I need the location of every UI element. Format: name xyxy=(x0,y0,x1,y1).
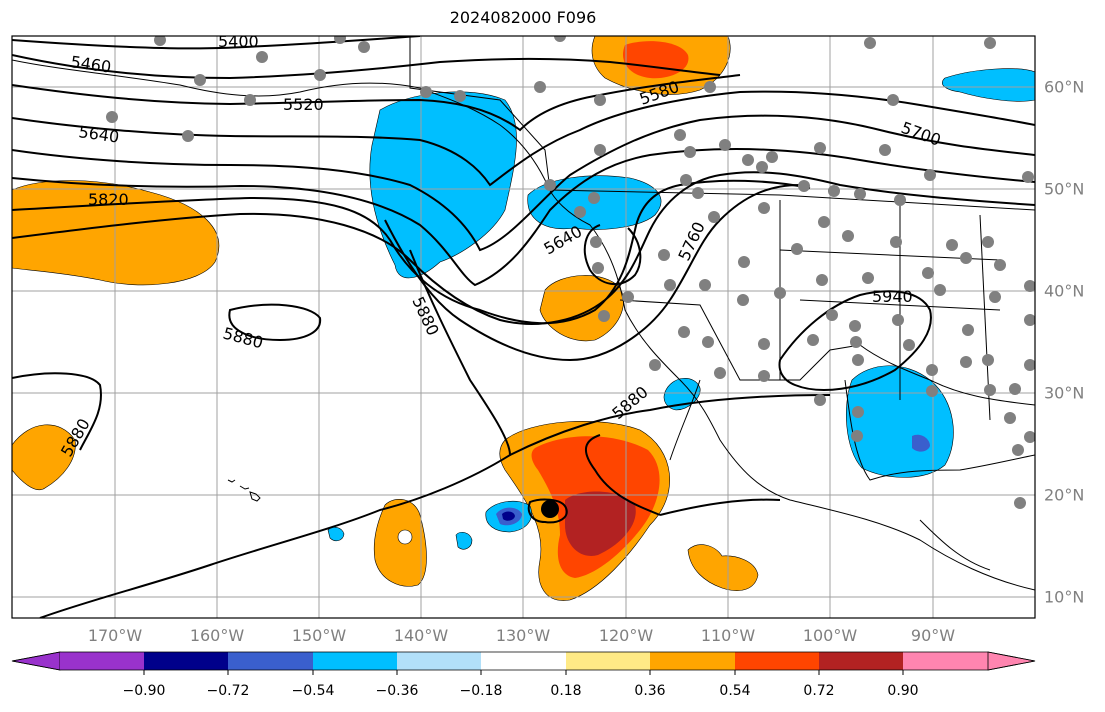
contour-label: 5700 xyxy=(899,118,944,150)
lon-label: 120°W xyxy=(598,626,654,645)
colorbar-tick-label: −0.36 xyxy=(375,683,419,699)
positive-anomaly-region-california xyxy=(539,275,624,342)
lat-label: 20°N xyxy=(1044,485,1085,505)
positive-anomaly-blob-1 xyxy=(373,498,427,587)
lon-label: 170°W xyxy=(87,626,143,645)
station-markers xyxy=(106,36,1035,509)
colorbar-tick-label: 0.72 xyxy=(803,683,835,699)
gridlines xyxy=(12,36,1035,618)
lat-label: 60°N xyxy=(1044,77,1085,97)
contour-label: 5820 xyxy=(88,190,129,209)
contour-label: 5400 xyxy=(970,32,1011,51)
lon-label: 140°W xyxy=(393,626,449,645)
contour-label: 5640 xyxy=(77,122,120,146)
negative-anomaly-region-northeast xyxy=(941,68,1035,102)
colorbar-bin xyxy=(819,652,903,670)
lat-label: 10°N xyxy=(1044,587,1085,607)
anomaly-hole xyxy=(397,529,413,545)
contour-label: 5940 xyxy=(872,287,913,306)
lon-label: 110°W xyxy=(700,626,756,645)
strong-anomaly-core-tropical xyxy=(565,491,636,556)
height-contours xyxy=(12,36,1035,618)
contour-label: 5880 xyxy=(221,324,265,353)
colorbar-bin xyxy=(903,652,988,670)
contour-label: 5520 xyxy=(283,95,324,114)
colorbar-bin xyxy=(566,652,650,670)
lat-label: 30°N xyxy=(1044,383,1085,403)
colorbar-tick-label: 0.36 xyxy=(634,683,666,699)
colorbar-bin xyxy=(60,652,144,670)
colorbar xyxy=(11,651,1036,675)
colorbar-bin xyxy=(228,652,313,670)
negative-anomaly-extreme-tropical xyxy=(502,511,515,521)
colorbar-tick-label: 0.54 xyxy=(719,683,751,699)
negative-anomaly-blob-2 xyxy=(327,526,345,542)
colorbar-bin xyxy=(735,652,819,670)
lat-label: 50°N xyxy=(1044,179,1085,199)
lon-label: 130°W xyxy=(495,626,551,645)
contour-label: 5880 xyxy=(608,382,651,423)
colorbar-tick-label: −0.18 xyxy=(459,683,503,699)
lon-label: 160°W xyxy=(189,626,245,645)
colorbar-bin xyxy=(313,652,397,670)
contour-label: 5400 xyxy=(218,32,259,51)
lon-label: 150°W xyxy=(291,626,347,645)
colorbar-tick-label: −0.90 xyxy=(122,683,166,699)
negative-anomaly-core-gulf xyxy=(912,434,930,452)
colorbar-tick-label: −0.72 xyxy=(206,683,250,699)
hawaii-islands xyxy=(227,479,261,502)
colorbar-bin xyxy=(397,652,481,670)
negative-anomaly-blob-1 xyxy=(455,531,473,550)
lon-label: 100°W xyxy=(802,626,858,645)
map-frame xyxy=(11,35,1036,619)
lat-label: 40°N xyxy=(1044,281,1085,301)
coastlines xyxy=(12,36,1035,591)
colorbar-bin xyxy=(144,652,228,670)
contour-label: 5460 xyxy=(69,52,112,76)
map-title: 2024082000 F096 xyxy=(449,8,597,27)
colorbar-tick-label: 0.18 xyxy=(550,683,582,699)
colorbar-low-extension xyxy=(11,651,61,671)
colorbar-outline xyxy=(11,651,1036,671)
negative-anomaly-region-gulf-alaska xyxy=(369,91,517,279)
lon-label: 90°W xyxy=(910,626,956,645)
positive-anomaly-region-southwest xyxy=(12,424,76,490)
colorbar-bin xyxy=(481,652,566,670)
storm-center-marker xyxy=(541,500,559,518)
colorbar-bin xyxy=(650,652,735,670)
positive-anomaly-blob-2 xyxy=(687,544,759,591)
colorbar-tick-label: 0.90 xyxy=(887,683,919,699)
colorbar-high-extension xyxy=(987,651,1036,671)
colorbar-tick-label: −0.54 xyxy=(291,683,335,699)
